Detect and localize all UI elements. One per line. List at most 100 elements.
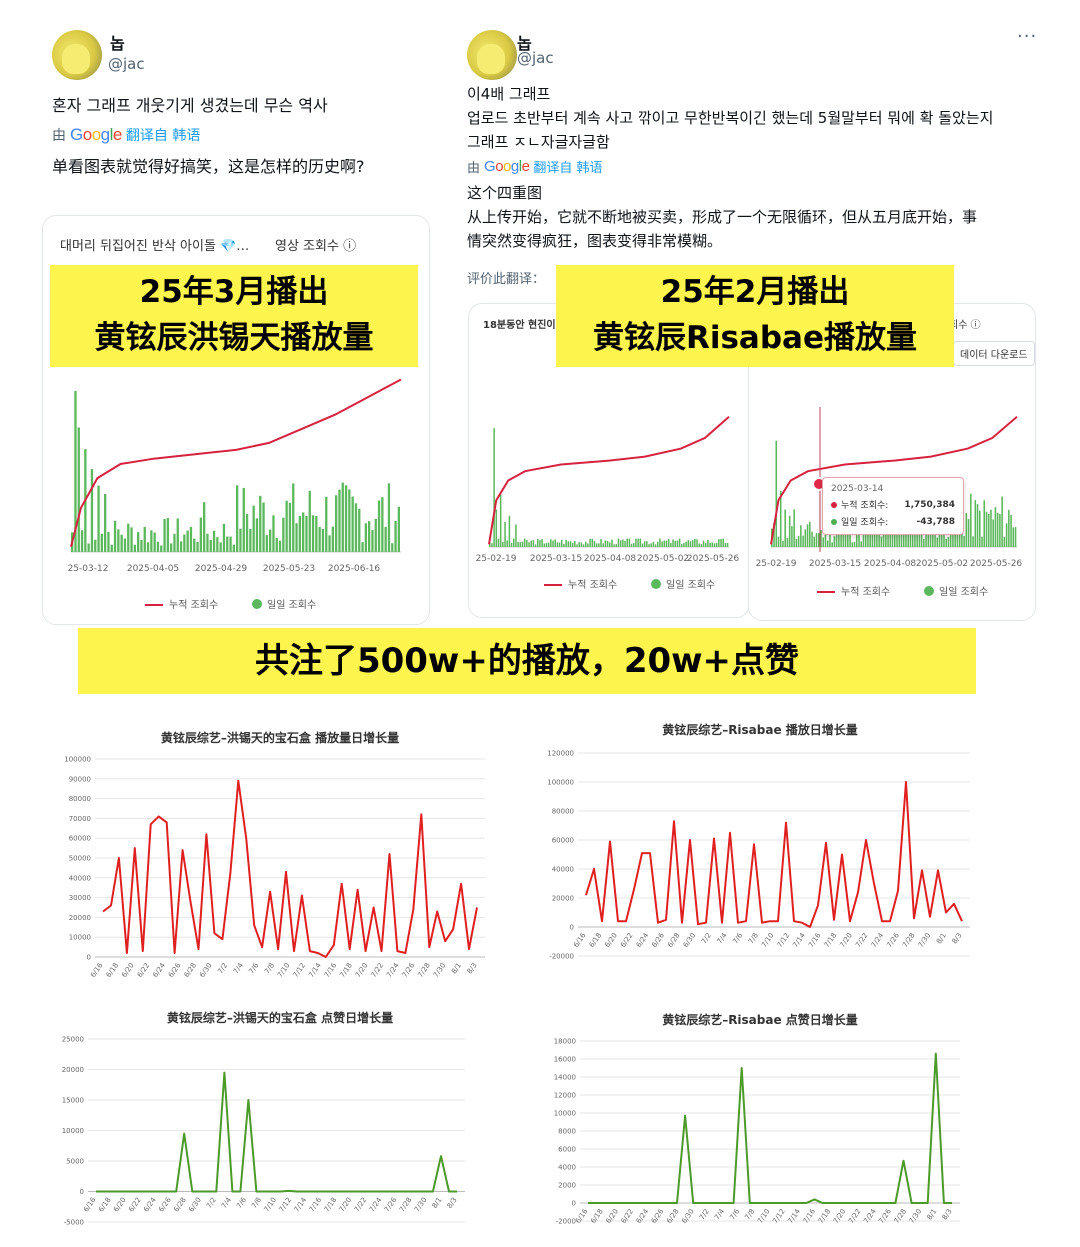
author-handle[interactable]: @jac xyxy=(108,55,145,73)
translate-by-label: 由 xyxy=(52,128,66,144)
translate-source-link[interactable]: 翻译自 韩语 xyxy=(125,128,201,144)
author-name[interactable]: 놉 xyxy=(110,34,125,53)
daily-bar xyxy=(974,500,977,547)
x-tick-label: 7/28 xyxy=(893,1208,909,1225)
y-tick-label: 0 xyxy=(80,1188,84,1196)
daily-bar xyxy=(183,534,186,552)
chart-title: 黄铉辰综艺–Risabae 点赞日增长量 xyxy=(662,1012,858,1027)
daily-bar xyxy=(667,538,670,547)
y-tick-label: -5000 xyxy=(64,1219,84,1227)
rate-translation-label[interactable]: 评价此翻译： xyxy=(467,272,546,287)
daily-bar xyxy=(855,534,858,547)
daily-bar xyxy=(947,537,950,547)
daily-bar xyxy=(851,542,854,547)
x-tick-label: 7/24 xyxy=(862,1207,878,1225)
x-tick-label: 7/14 xyxy=(307,961,323,979)
x-tick-label: 7/10 xyxy=(263,1196,279,1213)
chart-tooltip: 2025-03-14 누적 조회수: 1,750,384 일일 조회수: -43… xyxy=(822,477,964,535)
chart-views-risabae: 黄铉辰综艺–Risabae 播放日增长量 -20000 0 20000 40000 600… xyxy=(547,722,970,961)
daily-bar xyxy=(902,530,905,547)
series-line xyxy=(585,781,963,928)
x-tick-label: 6/18 xyxy=(105,962,121,979)
daily-bar xyxy=(193,538,196,552)
daily-bar xyxy=(137,532,140,552)
daily-bar xyxy=(506,540,508,547)
daily-bar xyxy=(674,540,676,547)
chart-likes-hong: 黄铉辰综艺–洪锡天的宝石盒 点赞日增长量 -5000 0 5000 10000 15000… xyxy=(62,1010,465,1227)
daily-bar xyxy=(335,495,338,552)
x-tick-label: 6/16 xyxy=(574,1207,590,1225)
daily-bar xyxy=(491,543,493,547)
daily-bar xyxy=(176,518,179,552)
x-tick-label: 7/16 xyxy=(802,1207,818,1225)
x-tick-label: 7/22 xyxy=(353,1196,369,1213)
x-tick-label: 2025-05-23 xyxy=(263,564,315,574)
tooltip-row-daily: 일일 조회수: -43,788 xyxy=(831,515,955,528)
daily-bar xyxy=(927,532,930,547)
daily-bar xyxy=(150,530,153,552)
card-metric-label[interactable]: 회수 ⓘ xyxy=(949,320,981,331)
daily-bar xyxy=(497,538,500,547)
x-tick-label: 7/16 xyxy=(807,931,823,949)
daily-bar xyxy=(606,540,609,547)
chart-title: 黄铉辰综艺–Risabae 播放日增长量 xyxy=(662,722,858,737)
series-line xyxy=(102,779,478,958)
x-tick-label: 7/22 xyxy=(370,962,386,979)
daily-bar xyxy=(981,536,983,547)
x-tick-label: 8/3 xyxy=(446,1196,459,1210)
daily-bar xyxy=(489,542,491,547)
daily-bar xyxy=(236,485,239,552)
download-data-button[interactable]: 데이터 다운로드 xyxy=(953,341,1035,366)
x-tick-label: 2025-03-15 xyxy=(530,554,582,564)
author-handle[interactable]: @jac xyxy=(517,49,554,67)
daily-bar xyxy=(219,542,222,552)
daily-bar xyxy=(824,524,827,547)
daily-bar xyxy=(672,539,674,547)
x-tick-label: 7/12 xyxy=(776,932,792,949)
daily-bar xyxy=(179,541,183,552)
translate-source-link[interactable]: 翻译自 韩语 xyxy=(533,161,603,176)
x-tick-label: 7/8 xyxy=(743,1208,756,1222)
x-tick-label: 6/28 xyxy=(172,1196,188,1213)
post-text-korean: 혼자 그래프 개웃기게 생겼는데 무슨 역사 xyxy=(52,96,328,115)
tooltip-cum-label: 누적 조회수: xyxy=(841,501,889,511)
x-tick-label: 6/20 xyxy=(604,1208,620,1225)
author-name[interactable]: 놉 xyxy=(517,34,532,53)
daily-bar xyxy=(1003,536,1006,547)
daily-bar xyxy=(626,538,628,547)
x-tick-label: 7/28 xyxy=(398,1196,414,1213)
daily-bar xyxy=(657,541,659,547)
daily-bar xyxy=(598,543,600,547)
post-text-chinese-2: 从上传开始，它就不断地被买卖，形成了一个无限循环，但从五月底开始，事 xyxy=(467,208,978,226)
daily-bar xyxy=(864,528,867,547)
x-tick-label: 6/26 xyxy=(167,961,183,979)
daily-bar xyxy=(696,539,698,547)
daily-bar xyxy=(315,515,318,552)
banner-left-line1: 25年3月播出 xyxy=(139,274,329,310)
daily-bar xyxy=(779,490,782,547)
avatar[interactable] xyxy=(52,30,102,80)
avatar[interactable] xyxy=(467,30,517,80)
daily-bar xyxy=(517,541,519,547)
daily-bar xyxy=(153,532,156,552)
x-tick-label: 7/12 xyxy=(292,962,308,979)
daily-bar xyxy=(591,538,594,547)
y-tick-label: 0 xyxy=(572,1200,576,1208)
daily-bar xyxy=(143,526,146,552)
y-tick-label: 20000 xyxy=(69,914,91,922)
legend-label-daily: 일일 조회수 xyxy=(939,586,988,598)
tooltip-date: 2025-03-14 xyxy=(831,484,884,494)
y-tick-label: -20000 xyxy=(549,953,574,961)
daily-bar xyxy=(550,539,552,547)
x-tick-label: 2025-04-08 xyxy=(864,559,917,569)
x-tick-label: 6/22 xyxy=(136,962,152,979)
more-options-icon[interactable]: ··· xyxy=(1017,26,1038,47)
card-metric-label[interactable]: 영상 조회수 ⓘ xyxy=(275,239,357,254)
daily-bar xyxy=(637,538,639,547)
daily-bar xyxy=(804,529,807,547)
daily-bar xyxy=(249,528,252,552)
daily-bar xyxy=(683,542,685,547)
daily-bar xyxy=(800,525,802,547)
daily-bar xyxy=(199,517,203,552)
daily-bar xyxy=(341,482,344,552)
